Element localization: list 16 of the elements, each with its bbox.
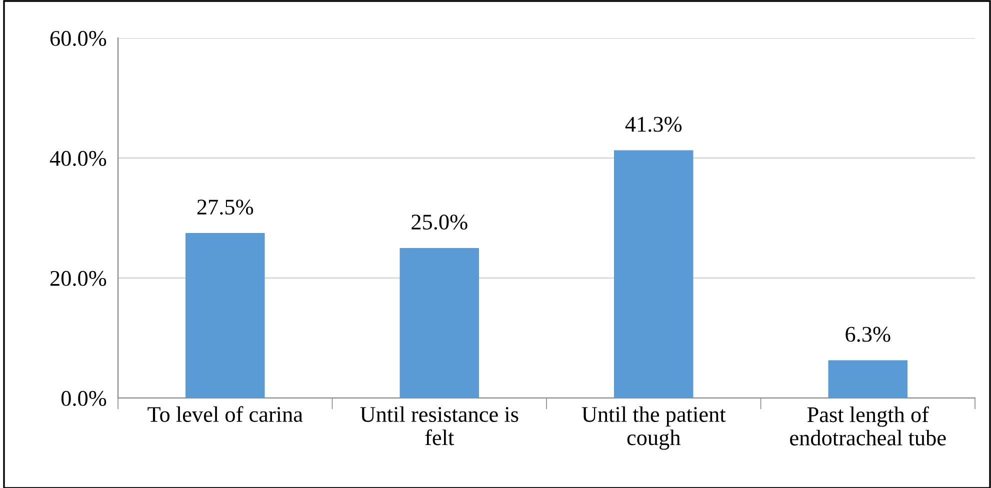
- y-tick-label: 40.0%: [50, 150, 106, 166]
- y-tick-label: 0.0%: [61, 390, 106, 406]
- bar: [185, 233, 265, 398]
- x-tick-label: Past length of endotracheal tube: [790, 406, 946, 446]
- x-tick-label: To level of carina: [148, 406, 303, 422]
- x-tick-label: Until the patient cough: [582, 406, 726, 450]
- data-label: 25.0%: [412, 214, 468, 230]
- bar: [828, 360, 908, 398]
- y-tick-label: 20.0%: [50, 270, 106, 286]
- bar: [400, 248, 480, 398]
- data-label: 6.3%: [846, 326, 890, 342]
- y-tick-label: 60.0%: [50, 30, 106, 46]
- data-label: 27.5%: [197, 200, 254, 215]
- bar: [614, 150, 694, 398]
- data-label: 41.3%: [625, 116, 682, 132]
- x-tick-label: Until resistance is felt: [360, 406, 518, 446]
